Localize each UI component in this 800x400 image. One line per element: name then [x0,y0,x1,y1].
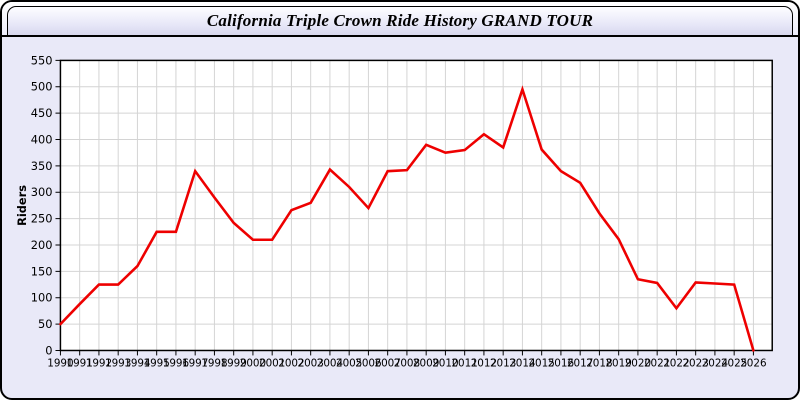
x-tick-label: 1993 [105,357,131,369]
plot-frame [59,59,773,352]
y-tick-label: 150 [31,264,53,278]
y-tick-label: 0 [45,343,52,357]
title-strip: California Triple Crown Ride History GRA… [2,2,798,37]
chart-title: California Triple Crown Ride History GRA… [206,11,594,30]
y-tick-label: 100 [31,291,53,305]
y-tick-label: 350 [31,159,53,173]
x-tick-label: 1990 [47,357,73,369]
x-tick-label: 1996 [163,357,189,369]
x-tick-label: 2008 [394,357,420,369]
axis-ticks [55,59,754,356]
y-tick-label: 200 [31,238,53,252]
x-tick-label: 2013 [490,357,516,369]
x-tick-label: 1992 [86,357,112,369]
x-tick-label: 2004 [317,357,344,369]
x-tick-label: 2010 [432,357,458,369]
x-tick-label: 1998 [201,357,227,369]
x-tick-label: 2025 [721,357,747,369]
x-tick-label: 2009 [413,357,439,369]
x-tick-label: 2021 [644,357,670,369]
x-tick-label: 2003 [297,357,323,369]
chart-title-bar: California Triple Crown Ride History GRA… [7,6,793,35]
x-tick-label: 2000 [240,357,266,369]
x-tick-label: 2017 [567,357,593,369]
x-tick-label: 2011 [451,357,477,369]
x-tick-label: 1994 [124,357,151,369]
x-tick-label: 2019 [605,357,631,369]
x-tick-label: 2016 [548,357,574,369]
riders-series-line [59,85,755,352]
x-tick-label: 1995 [143,357,169,369]
x-tick-label: 2018 [586,357,612,369]
x-tick-label: 2012 [471,357,497,369]
x-tick-label: 2007 [374,357,400,369]
x-tick-label: 1991 [66,357,92,369]
y-tick-label: 250 [31,212,53,226]
y-tick-label: 550 [31,53,53,67]
x-tick-label: 2002 [278,357,304,369]
x-tick-label: 2022 [663,357,689,369]
y-axis-tick-labels: 0 50 100 150 200 250 300 350 400 450 500 550 [31,53,53,357]
x-tick-label: 2023 [682,357,708,369]
gridlines [60,60,773,351]
y-axis-title: Riders [15,185,29,226]
y-tick-label: 400 [31,132,53,146]
y-tick-label: 300 [31,185,53,199]
x-tick-label: 2001 [259,357,285,369]
x-axis-tick-labels: 1990199119921993199419951996199719981999… [47,357,766,369]
x-tick-label: 2014 [509,357,536,369]
x-tick-label: 2020 [625,357,651,369]
x-tick-label: 1999 [220,357,246,369]
x-tick-label: 2026 [740,357,766,369]
x-tick-label: 1997 [182,357,208,369]
y-tick-label: 450 [31,106,53,120]
y-tick-label: 500 [31,80,53,94]
x-tick-label: 2024 [702,357,729,369]
x-tick-label: 2005 [336,357,362,369]
y-tick-label: 50 [38,317,52,331]
x-tick-label: 2006 [355,357,381,369]
x-tick-label: 2015 [528,357,554,369]
plot-area [60,60,773,351]
